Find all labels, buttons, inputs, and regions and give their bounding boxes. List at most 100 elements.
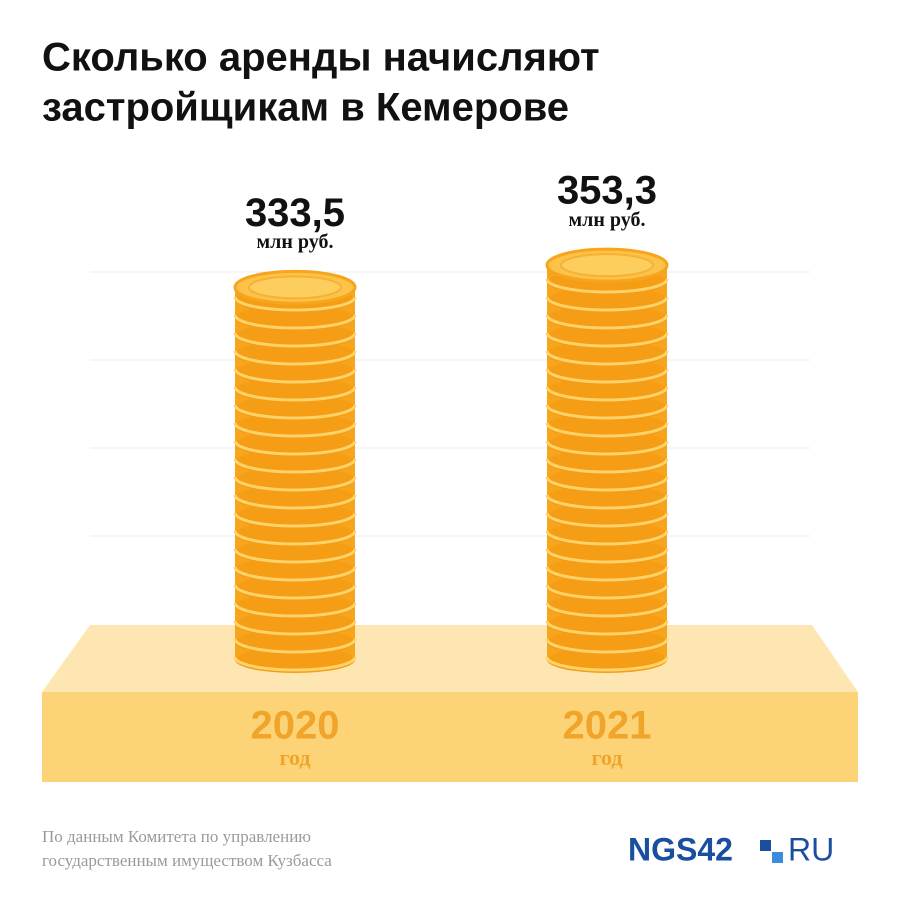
platform-top bbox=[42, 625, 858, 692]
coin-rim bbox=[545, 638, 669, 654]
x-tick-unit: год bbox=[592, 745, 623, 770]
source: По данным Комитета по управлению bbox=[42, 827, 311, 846]
coin-edge bbox=[547, 323, 667, 349]
coin-edge bbox=[235, 359, 355, 385]
coin-rim bbox=[545, 422, 669, 438]
coin-rim bbox=[233, 602, 357, 618]
grid bbox=[90, 271, 810, 537]
coin-edge bbox=[547, 629, 667, 655]
coin-rim bbox=[233, 350, 357, 366]
coin-edge bbox=[235, 431, 355, 457]
coin-rim bbox=[233, 530, 357, 546]
coin-rim bbox=[233, 512, 357, 528]
x-tick-unit: год bbox=[280, 745, 311, 770]
coin-rim bbox=[545, 386, 669, 402]
coin-rim bbox=[545, 458, 669, 474]
coin-rim bbox=[545, 368, 669, 384]
coin-rim bbox=[545, 440, 669, 456]
coin-edge bbox=[235, 341, 355, 367]
coin-edge bbox=[235, 557, 355, 583]
coin-edge bbox=[235, 593, 355, 619]
coin-rim bbox=[545, 476, 669, 492]
coin-edge bbox=[235, 521, 355, 547]
coin-rim bbox=[233, 422, 357, 438]
coin-edge bbox=[547, 557, 667, 583]
coin-edge bbox=[235, 377, 355, 403]
coin-rim bbox=[233, 440, 357, 456]
coin-edge bbox=[547, 449, 667, 475]
coin-edge bbox=[235, 629, 355, 655]
coin-rim bbox=[545, 278, 669, 294]
coin-rim bbox=[545, 494, 669, 510]
coin-edge bbox=[235, 323, 355, 349]
value-unit: млн руб. bbox=[569, 209, 646, 231]
coin-edge bbox=[547, 467, 667, 493]
coin-rim bbox=[545, 548, 669, 564]
x-tick-label: 2021 bbox=[563, 704, 652, 748]
coin-rim bbox=[233, 458, 357, 474]
coin-edge bbox=[235, 539, 355, 565]
coin-edge bbox=[547, 647, 667, 673]
coin-rim bbox=[545, 404, 669, 420]
logo-icon bbox=[772, 852, 783, 863]
coin-face bbox=[560, 253, 654, 278]
chart-title: застройщикам в Кемерове bbox=[42, 86, 569, 130]
coin-rim bbox=[233, 386, 357, 402]
coin-edge bbox=[547, 611, 667, 637]
coin-rim bbox=[545, 620, 669, 636]
coin-rim bbox=[233, 584, 357, 600]
coin-rim bbox=[545, 512, 669, 528]
coin-rim bbox=[545, 530, 669, 546]
coin-edge bbox=[547, 539, 667, 565]
coin-rim bbox=[545, 350, 669, 366]
coin-edge bbox=[235, 647, 355, 673]
coin-rim bbox=[545, 314, 669, 330]
coin-rim bbox=[233, 476, 357, 492]
coin-rim bbox=[233, 620, 357, 636]
value-label: 353,3 bbox=[557, 169, 657, 213]
coin-rim bbox=[545, 656, 669, 672]
value-label: 333,5 bbox=[245, 191, 345, 235]
coin-rim bbox=[233, 332, 357, 348]
coin-edge bbox=[547, 305, 667, 331]
coin-edge bbox=[547, 593, 667, 619]
coin-rim bbox=[233, 638, 357, 654]
coin-rim bbox=[545, 584, 669, 600]
coin-edge bbox=[547, 431, 667, 457]
coin-rim bbox=[233, 494, 357, 510]
coin-edge bbox=[235, 395, 355, 421]
coin-rim bbox=[233, 296, 357, 312]
coin-edge bbox=[235, 449, 355, 475]
coin-edge bbox=[547, 521, 667, 547]
chart-title: Сколько аренды начисляют bbox=[42, 36, 600, 80]
coin-rim bbox=[233, 368, 357, 384]
coin-rim bbox=[233, 548, 357, 564]
logo: NGS42 bbox=[628, 831, 733, 867]
coin-rim bbox=[233, 404, 357, 420]
coin-edge bbox=[235, 467, 355, 493]
logo-icon bbox=[760, 840, 771, 851]
logo: RU bbox=[788, 831, 834, 867]
coin-edge bbox=[235, 485, 355, 511]
coin-edge bbox=[547, 287, 667, 313]
coin-rim bbox=[545, 296, 669, 312]
value-unit: млн руб. bbox=[257, 231, 334, 253]
coin-edge bbox=[547, 395, 667, 421]
x-tick-label: 2020 bbox=[251, 704, 340, 748]
coin-edge bbox=[235, 305, 355, 331]
coin-rim bbox=[545, 332, 669, 348]
coin-rim bbox=[233, 314, 357, 330]
source: государственным имуществом Кузбасса bbox=[42, 851, 332, 870]
platform-front bbox=[42, 692, 858, 782]
coin-edge bbox=[547, 377, 667, 403]
coin-face bbox=[248, 275, 342, 300]
coin-edge bbox=[235, 503, 355, 529]
coin-rim bbox=[545, 602, 669, 618]
coin-edge bbox=[547, 575, 667, 601]
coin-edge bbox=[235, 575, 355, 601]
coin-edge bbox=[547, 413, 667, 439]
coin-rim bbox=[233, 566, 357, 582]
coin-edge bbox=[235, 611, 355, 637]
coin-edge bbox=[547, 503, 667, 529]
